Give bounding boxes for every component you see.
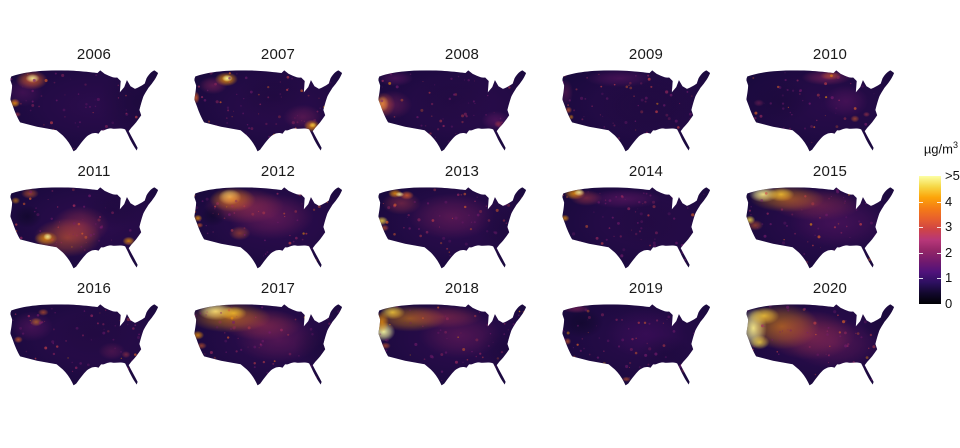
map-facet-2017: 2017 xyxy=(186,280,370,388)
us-map-2018 xyxy=(378,304,527,386)
colorbar-tick-mark xyxy=(937,201,941,203)
colorbar-tick-label: 1 xyxy=(945,270,953,286)
us-map-2015 xyxy=(746,187,895,269)
map-facet-2019: 2019 xyxy=(554,280,738,388)
facet-year-label: 2014 xyxy=(628,163,664,180)
map-grid: 2006 2007 2008 2009 2010 2011 2012 2013 2014 2015… xyxy=(2,46,922,397)
map-facet-2007: 2007 xyxy=(186,46,370,154)
us-map-2009 xyxy=(562,70,711,152)
facet-year-label: 2017 xyxy=(260,280,296,297)
map-facet-2015: 2015 xyxy=(738,163,922,271)
colorbar-tick-mark xyxy=(919,227,923,229)
map-facet-2009: 2009 xyxy=(554,46,738,154)
colorbar-tick-mark xyxy=(937,227,941,229)
us-map-2016 xyxy=(10,304,159,386)
map-facet-2013: 2013 xyxy=(370,163,554,271)
colorbar-tick-label: >5 xyxy=(945,168,960,183)
us-map-2006 xyxy=(10,70,159,152)
map-facet-2012: 2012 xyxy=(186,163,370,271)
colorbar-tick-mark xyxy=(937,278,941,280)
colorbar-tick-mark xyxy=(919,201,923,203)
colorbar-tick-mark xyxy=(919,278,923,280)
us-map-2017 xyxy=(194,304,343,386)
map-row: 2016 2017 2018 2019 2020 xyxy=(2,280,922,397)
legend-title: µg/m3 xyxy=(913,140,960,158)
facet-year-label: 2007 xyxy=(260,46,296,63)
facet-year-label: 2015 xyxy=(812,163,848,180)
map-facet-2018: 2018 xyxy=(370,280,554,388)
facet-year-label: 2010 xyxy=(812,46,848,63)
us-map-2019 xyxy=(562,304,711,386)
us-map-2007 xyxy=(194,70,343,152)
us-map-2020 xyxy=(746,304,895,386)
colorbar-tick-label: 3 xyxy=(945,219,953,235)
us-map-2008 xyxy=(378,70,527,152)
facet-year-label: 2020 xyxy=(812,280,848,297)
us-map-2010 xyxy=(746,70,895,152)
map-facet-2006: 2006 xyxy=(2,46,186,154)
facet-year-label: 2006 xyxy=(76,46,112,63)
colorbar-tick-label: 4 xyxy=(945,193,953,209)
map-row: 2006 2007 2008 2009 2010 xyxy=(2,46,922,163)
map-facet-2014: 2014 xyxy=(554,163,738,271)
colorbar-tick-label: 2 xyxy=(945,244,953,260)
us-map-2013 xyxy=(378,187,527,269)
colorbar-tick-mark xyxy=(919,252,923,254)
us-map-2011 xyxy=(10,187,159,269)
colorbar-tick-label: 0 xyxy=(945,296,953,311)
colorbar-tick-labels: >5 4 3 2 1 0 xyxy=(945,169,960,311)
us-map-2014 xyxy=(562,187,711,269)
facet-year-label: 2008 xyxy=(444,46,480,63)
facet-year-label: 2012 xyxy=(260,163,296,180)
us-map-2012 xyxy=(194,187,343,269)
colorbar-legend: µg/m3 >5 4 3 2 1 0 xyxy=(913,140,960,311)
map-facet-2008: 2008 xyxy=(370,46,554,154)
colorbar-gradient xyxy=(919,176,941,304)
facet-year-label: 2018 xyxy=(444,280,480,297)
facet-year-label: 2016 xyxy=(76,280,112,297)
colorbar-tick-mark xyxy=(937,252,941,254)
legend-title-superscript: 3 xyxy=(952,140,958,150)
facet-year-label: 2011 xyxy=(77,163,111,180)
facet-year-label: 2013 xyxy=(444,163,480,180)
facet-year-label: 2019 xyxy=(628,280,664,297)
map-row: 2011 2012 2013 2014 2015 xyxy=(2,163,922,280)
map-facet-2010: 2010 xyxy=(738,46,922,154)
map-facet-2016: 2016 xyxy=(2,280,186,388)
facet-year-label: 2009 xyxy=(628,46,664,63)
map-facet-2011: 2011 xyxy=(2,163,186,271)
legend-title-units: µg/m xyxy=(923,141,953,157)
map-facet-2020: 2020 xyxy=(738,280,922,388)
